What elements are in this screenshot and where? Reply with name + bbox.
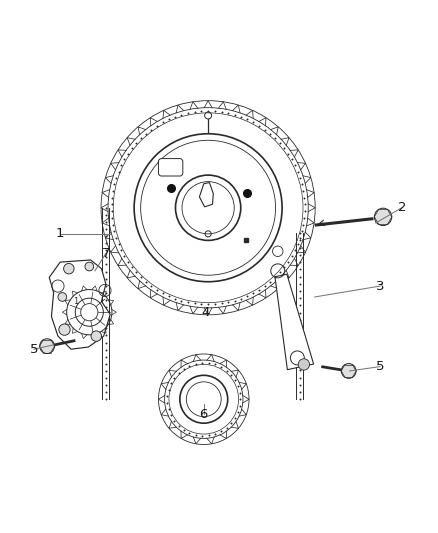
Text: 5: 5 <box>30 343 38 356</box>
Text: 1: 1 <box>56 228 64 240</box>
Text: 4: 4 <box>202 306 210 319</box>
Circle shape <box>91 331 102 341</box>
Polygon shape <box>49 260 110 349</box>
Text: 1: 1 <box>73 297 78 306</box>
Circle shape <box>40 339 54 353</box>
Text: 2: 2 <box>398 201 406 214</box>
Circle shape <box>58 293 67 301</box>
Circle shape <box>341 364 356 378</box>
FancyBboxPatch shape <box>159 159 183 176</box>
Text: 7: 7 <box>102 247 110 260</box>
Text: 6: 6 <box>200 408 208 421</box>
Text: 3: 3 <box>376 280 384 293</box>
Circle shape <box>374 208 392 225</box>
Circle shape <box>64 263 74 274</box>
Circle shape <box>85 262 94 271</box>
Circle shape <box>298 359 310 370</box>
Circle shape <box>59 324 70 335</box>
Polygon shape <box>275 274 314 370</box>
Polygon shape <box>199 182 213 207</box>
Text: 5: 5 <box>376 360 384 373</box>
